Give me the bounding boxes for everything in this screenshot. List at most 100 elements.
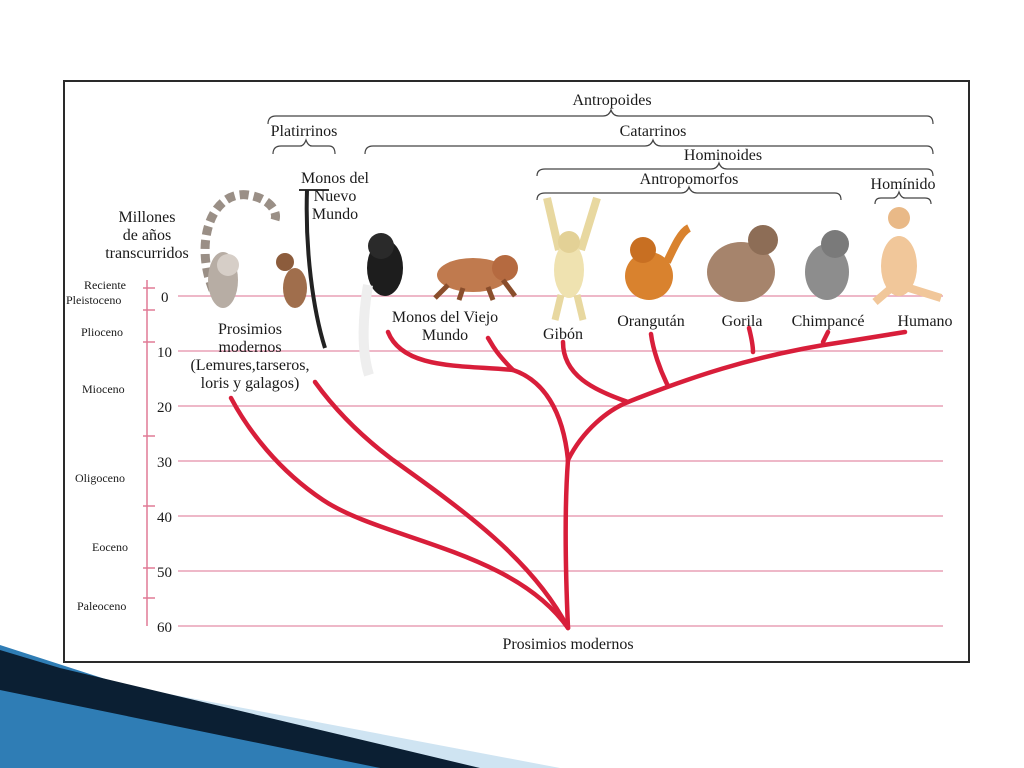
taxon-prosimios-line-1: Prosimios <box>218 321 282 338</box>
group-brackets <box>267 108 934 205</box>
colobus-illustration <box>358 233 403 377</box>
taxon-prosimios-line-2: modernos <box>218 339 281 356</box>
old-world-monkey-head <box>492 255 518 281</box>
epoch-plioceno: Plioceno <box>81 325 123 339</box>
old-world-monkey-legs <box>433 278 517 301</box>
taxon-label-prosimios: Prosimios modernos (Lemures,tarseros, lo… <box>190 321 309 392</box>
tick-label-60: 60 <box>157 620 172 636</box>
taxon-label-humano: Humano <box>897 313 952 330</box>
bracket-antropoides <box>267 108 934 125</box>
chimpanzee-body <box>805 244 849 300</box>
tick-labels: 0 10 20 30 40 50 60 <box>157 290 172 636</box>
epoch-labels: Reciente Pleistoceno Plioceno Mioceno Ol… <box>66 278 128 613</box>
taxon-viejo-mundo-line-1: Monos del Viejo <box>392 309 498 326</box>
orangutan-arm <box>663 224 692 264</box>
animal-illustrations <box>200 189 943 377</box>
axis-title-line-1: Millones <box>119 209 176 226</box>
gibbon-arms <box>543 196 601 252</box>
taxon-label-monos-viejo-mundo: Monos del Viejo Mundo <box>392 309 498 344</box>
tick-label-0: 0 <box>161 290 169 306</box>
chimpanzee-illustration <box>805 230 849 300</box>
epoch-oligoceno: Oligoceno <box>75 471 125 485</box>
bracket-hominido <box>874 190 932 205</box>
old-world-monkey-illustration <box>433 255 518 301</box>
tick-label-20: 20 <box>157 400 172 416</box>
branch-hominoides <box>565 329 908 463</box>
orangutan-illustration <box>625 224 692 300</box>
axis-title-line-2: de años <box>123 227 171 244</box>
human-legs <box>872 284 943 306</box>
taxon-label-monos-nuevo-mundo: Monos del Nuevo Mundo <box>301 170 370 223</box>
taxon-prosimios-line-4: loris y galagos) <box>201 375 300 392</box>
taxon-label-gorila: Gorila <box>722 313 763 330</box>
taxon-nuevo-mundo-line-3: Mundo <box>312 206 358 223</box>
group-label-platirrinos: Platirrinos <box>271 123 338 140</box>
epoch-paleoceno: Paleoceno <box>77 599 126 613</box>
gorilla-illustration <box>707 225 778 302</box>
gorilla-body <box>707 242 775 302</box>
time-gridlines <box>178 295 943 627</box>
group-label-catarrinos: Catarrinos <box>620 123 687 140</box>
gibbon-legs <box>551 294 587 321</box>
tarsier-body <box>283 268 307 308</box>
phylogenetic-branches <box>228 325 908 631</box>
epoch-mioceno: Mioceno <box>82 382 125 396</box>
branch-chimpance <box>820 329 831 345</box>
human-illustration <box>872 207 943 306</box>
human-body <box>881 236 917 296</box>
bracket-hominoides <box>536 161 934 177</box>
bracket-platirrinos <box>272 138 336 155</box>
epoch-eoceno: Eoceno <box>92 540 128 554</box>
taxon-labels: Prosimios modernos (Lemures,tarseros, lo… <box>190 170 952 392</box>
colobus-head <box>368 233 394 259</box>
group-label-antropomorfos: Antropomorfos <box>640 171 739 188</box>
orangutan-body <box>625 252 673 300</box>
branch-prosimios <box>228 395 571 631</box>
group-labels: Antropoides Platirrinos Catarrinos Homin… <box>271 92 936 193</box>
old-world-monkey-body <box>437 258 509 292</box>
gibbon-head <box>558 231 580 253</box>
lemur-illustration <box>200 190 280 308</box>
taxon-nuevo-mundo-line-1: Monos del <box>301 170 370 187</box>
taxon-label-orangutan: Orangután <box>617 313 685 330</box>
taxon-prosimios-line-3: (Lemures,tarseros, <box>190 357 309 374</box>
group-label-hominoides: Hominoides <box>684 147 762 164</box>
gibbon-illustration <box>543 196 601 321</box>
tick-label-50: 50 <box>157 565 172 581</box>
human-head <box>888 207 910 229</box>
taxon-label-chimpance: Chimpancé <box>792 313 865 330</box>
colobus-tail <box>358 284 374 377</box>
axis-title-line-3: transcurridos <box>105 245 189 262</box>
tarsier-illustration <box>276 189 329 349</box>
tick-label-40: 40 <box>157 510 172 526</box>
group-label-hominido: Homínido <box>871 176 936 193</box>
slide-swoosh-dark <box>0 650 480 768</box>
chimpanzee-head <box>821 230 849 258</box>
epoch-reciente: Reciente <box>84 278 126 292</box>
orangutan-head <box>630 237 656 263</box>
root-label: Prosimios modernos <box>502 636 633 653</box>
taxon-viejo-mundo-line-2: Mundo <box>422 327 468 344</box>
branch-gorila <box>746 325 756 355</box>
group-label-antropoides: Antropoides <box>572 92 651 109</box>
branch-gibon <box>560 339 631 405</box>
branch-catarrinos-trunk <box>563 457 571 631</box>
bracket-catarrinos <box>364 138 934 155</box>
bracket-antropomorfos <box>536 185 842 201</box>
branch-monos-viejo-mundo-2 <box>485 335 516 373</box>
tarsier-head <box>276 253 294 271</box>
primate-phylogeny-diagram: 0 10 20 30 40 50 60 Reciente Pleistoceno… <box>66 92 953 653</box>
gibbon-body <box>554 242 584 298</box>
branch-monos-nuevo-mundo <box>312 379 571 631</box>
tick-label-30: 30 <box>157 455 172 471</box>
tarsier-tail <box>304 189 327 349</box>
time-axis <box>143 280 155 626</box>
epoch-pleistoceno: Pleistoceno <box>66 293 121 307</box>
tick-label-10: 10 <box>157 345 172 361</box>
taxon-label-gibon: Gibón <box>543 326 583 343</box>
lemur-head <box>217 254 239 276</box>
axis-title: Millones de años transcurridos <box>105 209 189 262</box>
gorilla-head <box>748 225 778 255</box>
branch-orangutan <box>648 331 671 389</box>
